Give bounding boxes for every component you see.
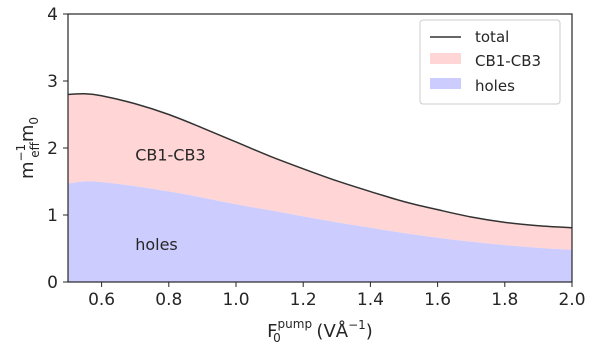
y-axis-label-tail: m <box>17 125 38 143</box>
legend-label-cb1-cb3: CB1-CB3 <box>475 52 541 70</box>
y-tick-label: 3 <box>47 72 58 92</box>
x-axis-label-unit-post: ) <box>366 321 373 342</box>
x-tick-label: 1.2 <box>290 290 317 310</box>
legend-swatch-cb1-cb3 <box>430 53 461 64</box>
x-axis-label-base: F <box>267 321 277 342</box>
x-tick-label: 0.8 <box>155 290 182 310</box>
y-axis-label-sup: −1 <box>14 144 28 162</box>
x-axis-label: Fpump 0 (VÅ−1) <box>267 317 373 345</box>
series-total-line <box>67 92 573 229</box>
legend-label-holes: holes <box>475 77 515 95</box>
annotation-cb1-cb3: CB1-CB3 <box>135 146 205 165</box>
legend: total CB1-CB3 holes <box>419 19 561 105</box>
x-ticks: 0.6 0.8 1.0 1.2 1.4 1.6 1.8 2.0 <box>88 282 586 310</box>
x-tick-label: 0.6 <box>88 290 115 310</box>
x-axis-label-sub: 0 <box>273 331 281 345</box>
y-axis-label-sub: eff <box>28 141 42 157</box>
y-tick-label: 2 <box>47 139 58 159</box>
y-tick-label: 0 <box>47 273 58 293</box>
legend-label-total: total <box>475 28 509 46</box>
x-axis-label-unit-sup: −1 <box>348 318 366 332</box>
x-tick-label: 1.4 <box>357 290 384 310</box>
x-axis-label-sup: pump <box>278 317 313 331</box>
x-tick-label: 1.8 <box>491 290 518 310</box>
y-tick-label: 4 <box>47 5 58 25</box>
x-tick-label: 1.0 <box>222 290 249 310</box>
x-tick-label: 2.0 <box>558 290 585 310</box>
series-cb1-cb3-area <box>68 93 572 250</box>
legend-swatch-holes <box>430 78 461 89</box>
plot-areas <box>67 92 573 282</box>
y-tick-label: 1 <box>47 206 58 226</box>
y-axis-label-tail-sub: 0 <box>27 117 41 125</box>
annotation-holes: holes <box>135 235 178 254</box>
y-axis-label-base: m <box>17 162 38 180</box>
series-holes-area <box>68 181 572 282</box>
y-axis-label: m−1effm0 <box>14 117 42 179</box>
y-ticks: 0 1 2 3 4 <box>47 5 68 293</box>
x-tick-label: 1.6 <box>424 290 451 310</box>
x-axis-label-unit-pre: (VÅ <box>311 320 349 342</box>
